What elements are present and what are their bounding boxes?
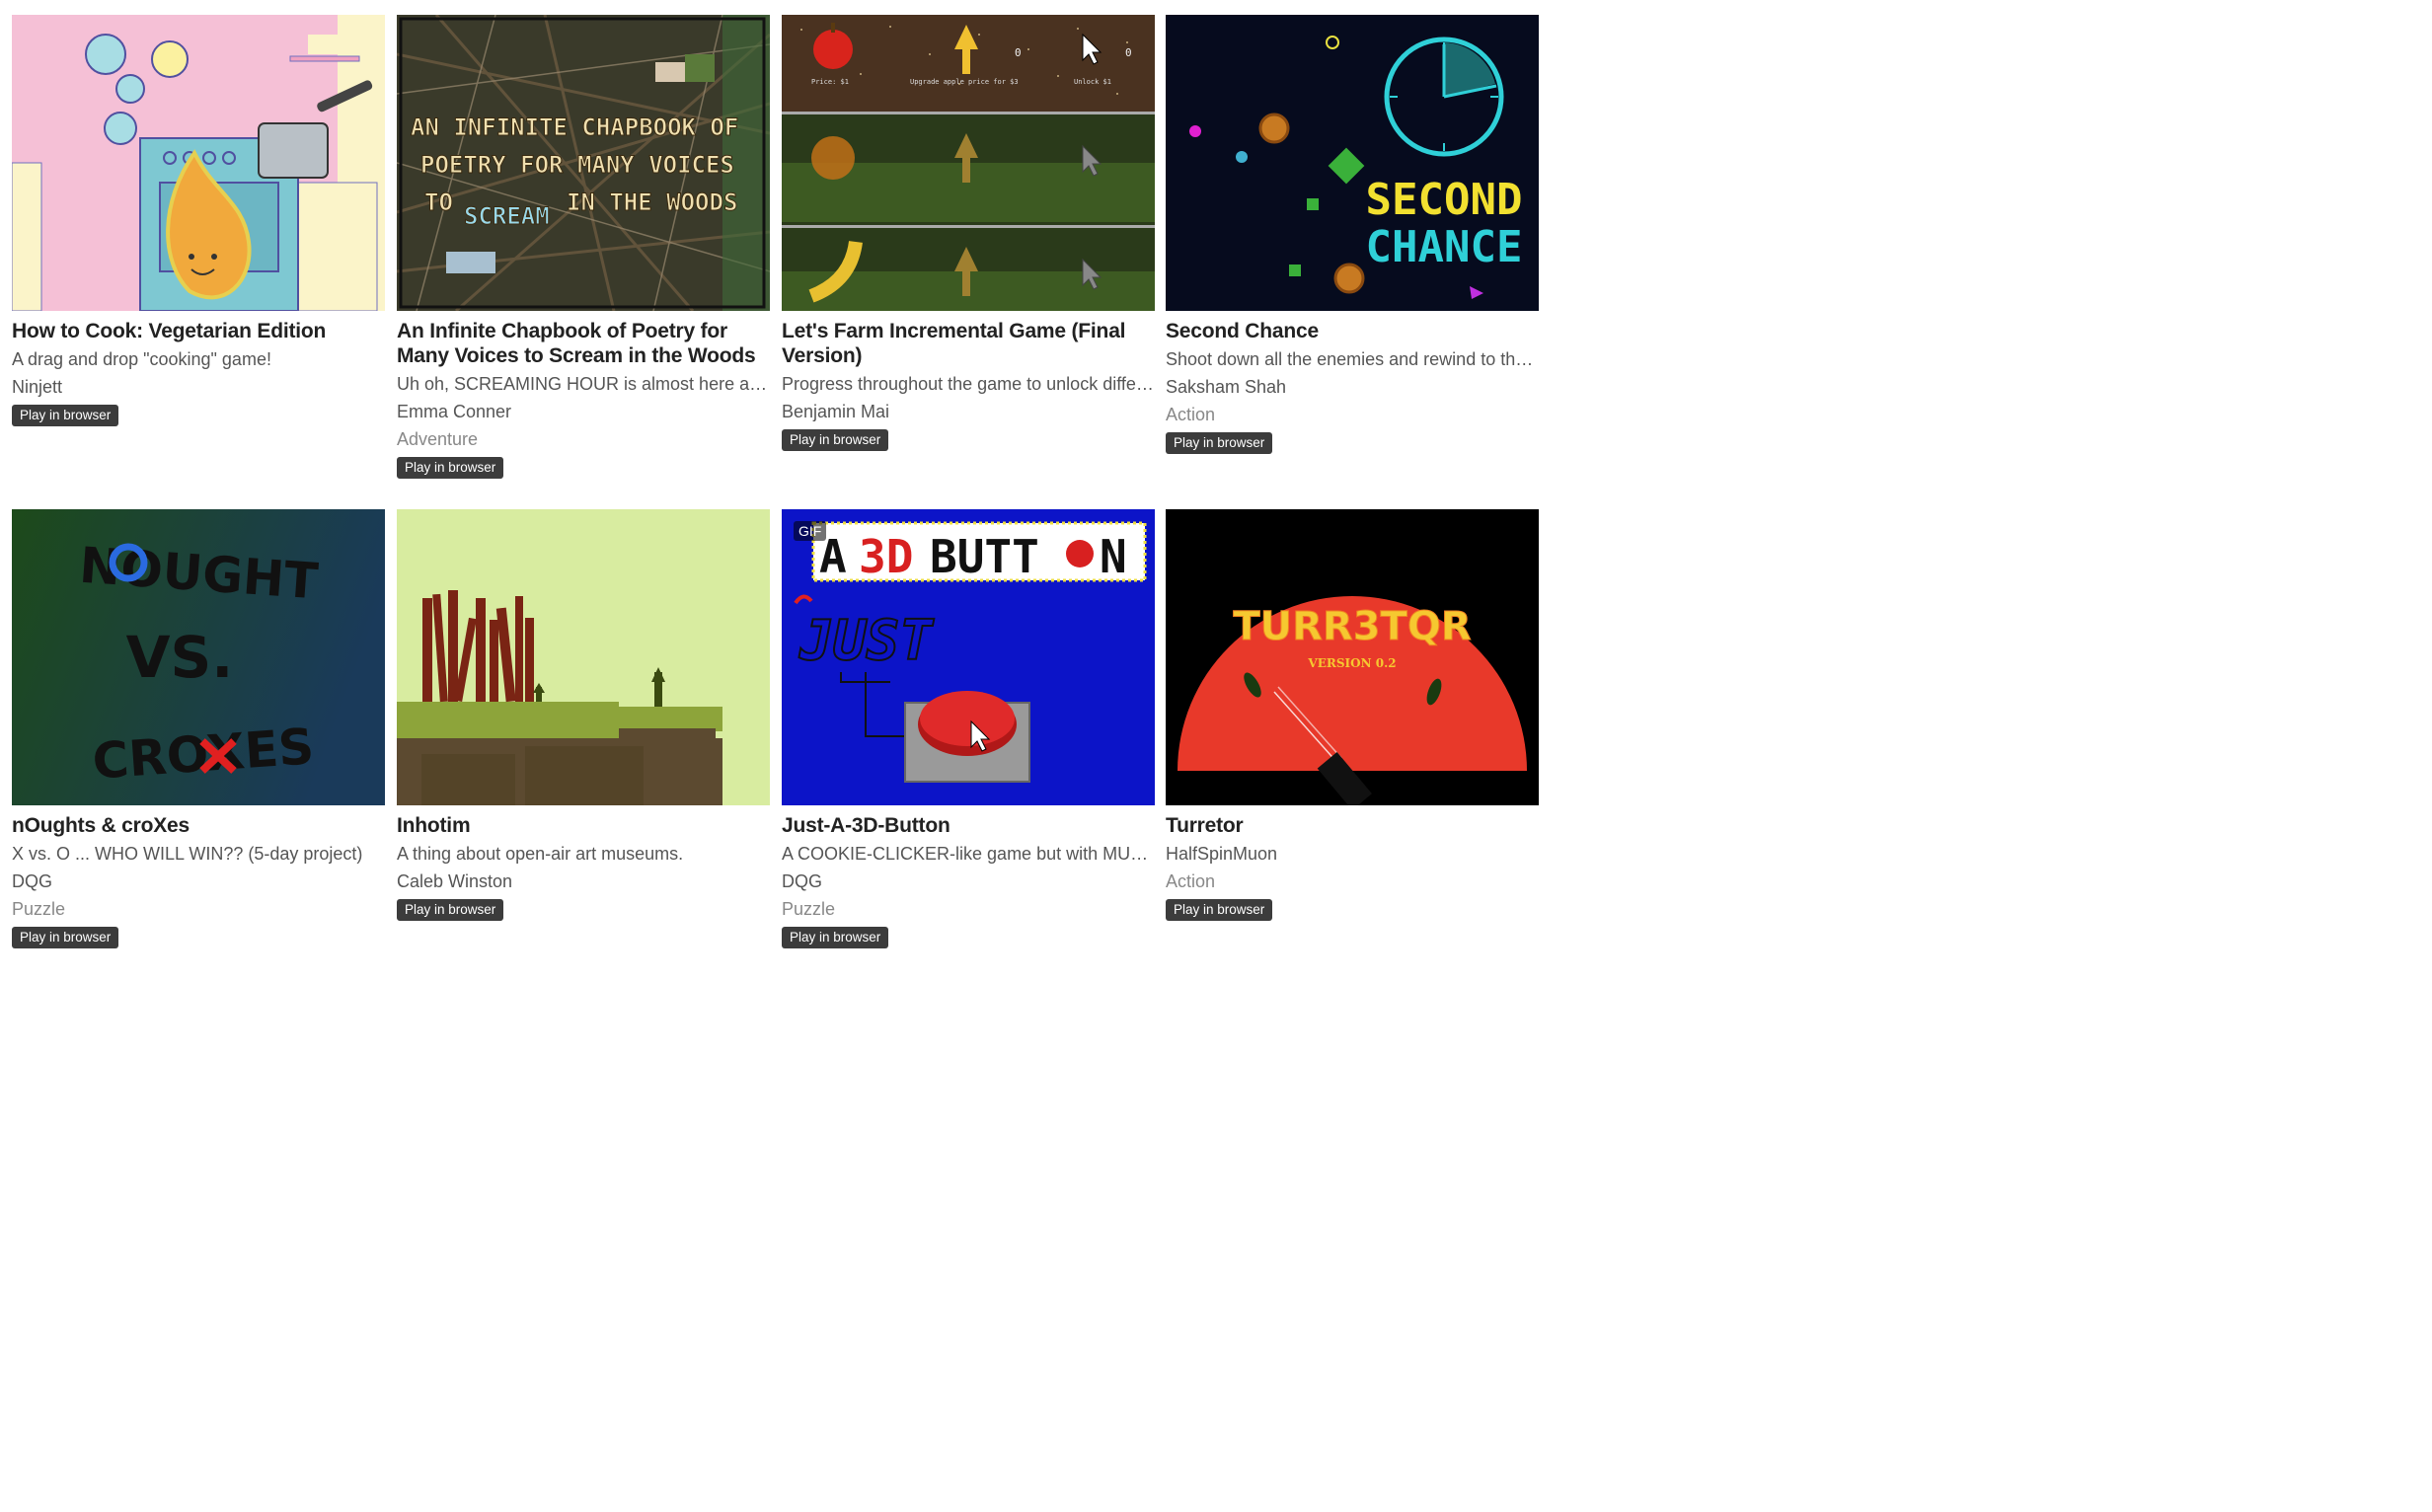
game-author[interactable]: DQG [12, 871, 53, 891]
svg-text:SECOND: SECOND [1366, 175, 1523, 225]
game-thumbnail[interactable]: AN INFINITE CHAPBOOK OF POETRY FOR MANY … [397, 15, 770, 311]
3d-button-thumbnail-image: A 3D BUTT N JUST [782, 509, 1155, 805]
game-genre[interactable]: Action [1166, 871, 1216, 891]
game-title[interactable]: nOughts & croXes [12, 814, 190, 837]
game-title[interactable]: An Infinite Chapbook of Poetry for Many … [397, 320, 756, 367]
game-description: Shoot down all the enemies and rewind to… [1166, 349, 1539, 369]
svg-text:BUTT: BUTT [930, 530, 1039, 583]
play-in-browser-badge: Play in browser [1166, 899, 1273, 921]
farm-thumbnail-image: Price: $1 Upgrade apple price for $3 Unl… [782, 15, 1155, 311]
game-author[interactable]: DQG [782, 871, 823, 891]
game-genre[interactable]: Puzzle [12, 899, 66, 919]
game-thumbnail[interactable]: SECOND CHANCE [1166, 15, 1539, 311]
game-thumbnail[interactable]: Price: $1 Upgrade apple price for $3 Unl… [782, 15, 1155, 311]
game-description: X vs. O ... WHO WILL WIN?? (5-day projec… [12, 844, 363, 864]
play-in-browser-badge: Play in browser [1166, 432, 1273, 454]
svg-text:TO: TO [424, 189, 453, 216]
game-description: Uh oh, SCREAMING HOUR is almost here and… [397, 374, 770, 394]
svg-text:Price: $1: Price: $1 [811, 78, 849, 86]
svg-text:0: 0 [1015, 46, 1022, 59]
play-in-browser-badge: Play in browser [397, 457, 504, 479]
game-title[interactable]: Let's Farm Incremental Game (Final Versi… [782, 320, 1126, 367]
game-genre[interactable]: Action [1166, 405, 1216, 424]
play-in-browser-badge: Play in browser [12, 405, 119, 426]
svg-text:IN THE WOODS: IN THE WOODS [567, 189, 737, 216]
svg-text:VERSION 0.2: VERSION 0.2 [1307, 656, 1396, 670]
turretor-thumbnail-image: TURR3TQR VERSION 0.2 [1166, 509, 1539, 805]
play-in-browser-badge: Play in browser [782, 927, 889, 948]
svg-text:TURR3TQR: TURR3TQR [1233, 604, 1471, 649]
svg-text:3D: 3D [859, 530, 913, 583]
game-description: A thing about open-air art museums. [397, 844, 684, 864]
game-thumbnail[interactable]: A 3D BUTT N JUST GIF [782, 509, 1155, 805]
second-chance-thumbnail-image: SECOND CHANCE [1166, 15, 1539, 311]
noughts-thumbnail-image: NOUGHT VS. CROXES [12, 509, 385, 805]
svg-text:VS.: VS. [126, 624, 234, 691]
cooking-thumbnail-image [12, 15, 385, 311]
svg-text:JUST: JUST [798, 609, 935, 673]
game-thumbnail[interactable] [397, 509, 770, 805]
svg-text:SCREAM: SCREAM [464, 202, 550, 230]
game-grid: How to Cook: Vegetarian Edition A drag a… [0, 0, 1548, 962]
svg-text:0: 0 [1125, 46, 1132, 59]
svg-text:POETRY FOR MANY VOICES: POETRY FOR MANY VOICES [420, 151, 734, 179]
game-description: A COOKIE-CLICKER-like game but with MUC.… [782, 844, 1155, 864]
game-thumbnail[interactable] [12, 15, 385, 311]
game-genre[interactable]: Adventure [397, 429, 479, 449]
play-in-browser-badge: Play in browser [397, 899, 504, 921]
play-in-browser-badge: Play in browser [12, 927, 119, 948]
game-title[interactable]: Just-A-3D-Button [782, 814, 950, 837]
play-in-browser-badge: Play in browser [782, 429, 889, 451]
game-title[interactable]: How to Cook: Vegetarian Edition [12, 320, 327, 342]
game-author[interactable]: Caleb Winston [397, 871, 513, 891]
svg-text:Upgrade apple price for $3: Upgrade apple price for $3 [910, 78, 1019, 86]
game-thumbnail[interactable]: NOUGHT VS. CROXES [12, 509, 385, 805]
svg-text:AN INFINITE CHAPBOOK OF: AN INFINITE CHAPBOOK OF [411, 113, 738, 141]
game-author[interactable]: Emma Conner [397, 402, 512, 421]
chapbook-thumbnail-image: AN INFINITE CHAPBOOK OF POETRY FOR MANY … [397, 15, 770, 311]
game-author[interactable]: HalfSpinMuon [1166, 844, 1278, 864]
game-thumbnail[interactable]: TURR3TQR VERSION 0.2 [1166, 509, 1539, 805]
svg-text:Unlock $1: Unlock $1 [1074, 78, 1111, 86]
svg-text:N: N [1100, 530, 1127, 583]
game-description: A drag and drop "cooking" game! [12, 349, 271, 369]
game-author[interactable]: Saksham Shah [1166, 377, 1287, 397]
game-author[interactable]: Benjamin Mai [782, 402, 890, 421]
game-title[interactable]: Turretor [1166, 814, 1244, 837]
svg-text:CHANCE: CHANCE [1366, 222, 1523, 272]
game-description: Progress throughout the game to unlock d… [782, 374, 1155, 394]
game-genre[interactable]: Puzzle [782, 899, 836, 919]
game-title[interactable]: Inhotim [397, 814, 471, 837]
gif-badge: GIF [794, 521, 827, 541]
game-title[interactable]: Second Chance [1166, 320, 1319, 342]
game-author[interactable]: Ninjett [12, 377, 63, 397]
inhotim-thumbnail-image [397, 509, 770, 805]
